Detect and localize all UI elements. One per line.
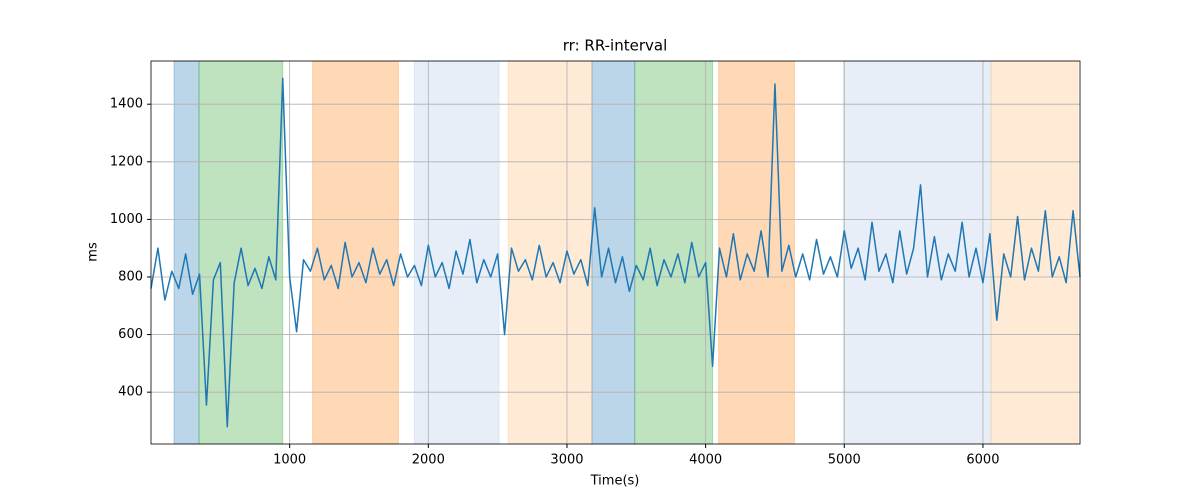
x-tick-label: 3000 (550, 453, 583, 468)
y-tick-label: 1200 (110, 154, 143, 169)
x-tick-label: 2000 (412, 453, 445, 468)
x-tick-label: 1000 (273, 453, 306, 468)
x-axis-label: Time(s) (590, 474, 640, 489)
shaded-span (312, 60, 399, 445)
shaded-span (173, 60, 200, 445)
x-tick-label: 5000 (828, 453, 861, 468)
y-tick-label: 400 (118, 385, 143, 400)
shaded-span (507, 60, 593, 445)
y-tick-label: 1000 (110, 212, 143, 227)
y-tick-label: 800 (118, 269, 143, 284)
plot-frame (150, 60, 1081, 445)
y-tick-label: 600 (118, 327, 143, 342)
shaded-span (634, 60, 714, 445)
shaded-span (842, 60, 992, 445)
y-tick-label: 1400 (110, 97, 143, 112)
shaded-span (591, 60, 636, 445)
shaded-span (990, 60, 1079, 445)
x-tick-label: 6000 (966, 453, 999, 468)
data-line (150, 77, 1081, 428)
y-axis-label: ms (86, 242, 101, 262)
chart-title: rr: RR-interval (563, 37, 667, 55)
x-tick-label: 4000 (689, 453, 722, 468)
